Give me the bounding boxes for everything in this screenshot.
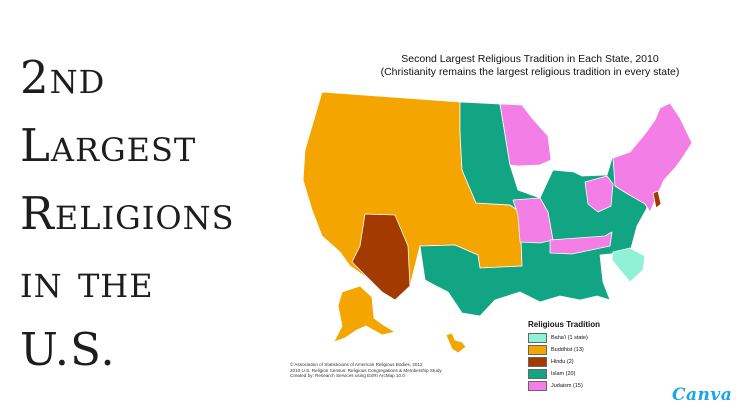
legend-item-hindu: Hindu (2) xyxy=(528,356,624,367)
credit-line-1: © Association of Statisticians of Americ… xyxy=(290,362,423,367)
legend-item-judaism: Judaism (15) xyxy=(528,380,624,391)
map-credits: © Association of Statisticians of Americ… xyxy=(290,362,442,379)
region-ohio-judaism xyxy=(584,175,614,213)
region-south-carolina-bahai xyxy=(611,247,646,283)
region-hawaii-buddhist xyxy=(445,332,467,354)
credit-line-3: Created by: Research Services using ESRI… xyxy=(290,373,405,379)
legend-swatch-islam xyxy=(528,368,547,379)
legend-item-bahai: Baha'i (1 state) xyxy=(528,332,624,343)
region-delaware-hindu xyxy=(652,190,662,209)
legend-item-buddhist: Buddhist (13) xyxy=(528,344,624,355)
legend-swatch-buddhist xyxy=(528,344,547,355)
legend-swatch-judaism xyxy=(528,380,547,391)
canva-logo: Canva xyxy=(672,385,733,405)
credit-line-2: 2010 U.S. Religion Census: Religious Con… xyxy=(290,367,442,373)
legend-item-islam: Islam (20) xyxy=(528,368,624,379)
map-subtitle: (Christianity remains the largest religi… xyxy=(380,66,680,78)
headline: 2nd Largest Religions in the U.S. xyxy=(20,44,290,384)
legend-label-buddhist: Buddhist (13) xyxy=(551,346,584,353)
headline-line-5: U.S. xyxy=(20,323,116,376)
region-northeast-judaism xyxy=(612,102,693,213)
legend-title: Religious Tradition xyxy=(528,320,601,329)
legend-label-judaism: Judaism (15) xyxy=(551,382,583,389)
headline-line-1: 2nd xyxy=(20,51,106,104)
map-title: Second Largest Religious Tradition in Ea… xyxy=(401,53,659,65)
headline-line-2: Largest xyxy=(20,119,197,172)
headline-line-4: in the xyxy=(20,255,154,308)
region-tennessee-judaism xyxy=(549,231,613,255)
legend-swatch-hindu xyxy=(528,356,547,367)
headline-line-3: Religions xyxy=(20,187,235,240)
region-arizona-hindu xyxy=(351,213,411,301)
legend-label-bahai: Baha'i (1 state) xyxy=(551,334,588,341)
legend-swatch-bahai xyxy=(528,332,547,343)
region-alaska-buddhist xyxy=(333,285,396,343)
region-minnesota-judaism xyxy=(499,103,552,167)
region-missouri-judaism xyxy=(512,197,554,244)
map-legend: Religious Tradition Baha'i (1 state) Bud… xyxy=(528,320,624,392)
legend-label-hindu: Hindu (2) xyxy=(551,358,574,365)
legend-label-islam: Islam (20) xyxy=(551,370,576,377)
